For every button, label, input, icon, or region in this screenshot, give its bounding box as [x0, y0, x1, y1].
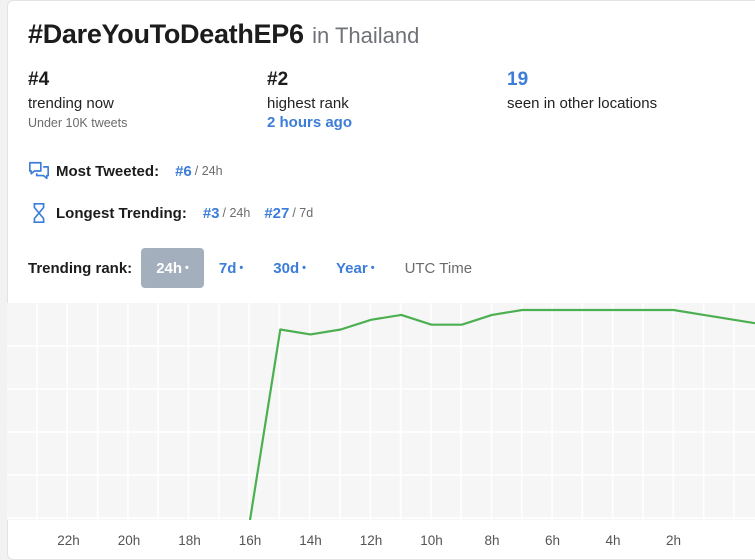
rank-tabs: Trending rank: 24h• 7d• 30d• Year• UTC T…	[28, 248, 487, 288]
x-tick-label: 22h	[57, 533, 80, 548]
highest-rank-label: highest rank	[267, 95, 352, 112]
stat-highest-rank: #2 highest rank 2 hours ago	[267, 69, 352, 131]
x-tick-label: 6h	[545, 533, 560, 548]
x-tick-label: 2h	[666, 533, 681, 548]
utc-time-toggle[interactable]: UTC Time	[390, 260, 488, 277]
most-tweeted-rank-24h[interactable]: #6	[175, 163, 192, 180]
x-tick-label: 20h	[118, 533, 141, 548]
most-tweeted-row: Most Tweeted: #6 / 24h	[28, 160, 237, 182]
longest-trending-period-7d: / 7d	[292, 206, 313, 220]
longest-trending-rank-24h[interactable]: #3	[203, 205, 220, 222]
x-tick-label: 16h	[239, 533, 262, 548]
tab-7d[interactable]: 7d•	[204, 248, 258, 288]
longest-trending-row: Longest Trending: #3 / 24h #27 / 7d	[28, 202, 327, 224]
tab-30d-dot: •	[302, 262, 306, 274]
tweet-count-note: Under 10K tweets	[28, 116, 127, 130]
trending-rank-label: Trending rank:	[28, 260, 132, 277]
tab-24h[interactable]: 24h•	[141, 248, 204, 288]
longest-trending-period-24h: / 24h	[223, 206, 251, 220]
stat-trending-now: #4 trending now Under 10K tweets	[28, 69, 127, 130]
chat-bubbles-icon	[28, 160, 50, 182]
location-text: in Thailand	[312, 23, 419, 48]
tab-year[interactable]: Year•	[321, 248, 390, 288]
other-locations-label: seen in other locations	[507, 95, 657, 112]
longest-trending-label: Longest Trending:	[56, 205, 187, 222]
most-tweeted-period-24h: / 24h	[195, 164, 223, 178]
stat-other-locations[interactable]: 19 seen in other locations	[507, 69, 657, 112]
x-tick-label: 14h	[299, 533, 322, 548]
tab-7d-dot: •	[239, 262, 243, 274]
x-tick-label: 8h	[484, 533, 499, 548]
x-tick-label: 18h	[178, 533, 201, 548]
rank-chart-svg: 22h 20h 18h 16h 14h 12h 10h 8h 6h 4h 2h	[0, 303, 755, 552]
hashtag-title: #DareYouToDeathEP6	[28, 19, 304, 49]
rank-chart: 22h 20h 18h 16h 14h 12h 10h 8h 6h 4h 2h	[0, 303, 755, 552]
tab-30d-label: 30d	[273, 260, 299, 277]
tab-year-dot: •	[371, 262, 375, 274]
x-tick-label: 4h	[605, 533, 620, 548]
tab-24h-label: 24h	[156, 260, 182, 277]
longest-trending-rank-7d[interactable]: #27	[264, 205, 289, 222]
tab-7d-label: 7d	[219, 260, 237, 277]
title-row: #DareYouToDeathEP6 in Thailand	[28, 19, 419, 50]
x-tick-label: 10h	[420, 533, 443, 548]
trending-now-value: #4	[28, 69, 127, 91]
trending-now-label: trending now	[28, 95, 127, 112]
tab-24h-dot: •	[185, 262, 189, 274]
hourglass-icon	[28, 202, 50, 224]
tab-year-label: Year	[336, 260, 368, 277]
most-tweeted-label: Most Tweeted:	[56, 163, 159, 180]
highest-rank-time-link[interactable]: 2 hours ago	[267, 114, 352, 131]
other-locations-count[interactable]: 19	[507, 69, 657, 91]
highest-rank-value: #2	[267, 69, 352, 91]
tab-30d[interactable]: 30d•	[258, 248, 321, 288]
x-tick-label: 12h	[360, 533, 383, 548]
